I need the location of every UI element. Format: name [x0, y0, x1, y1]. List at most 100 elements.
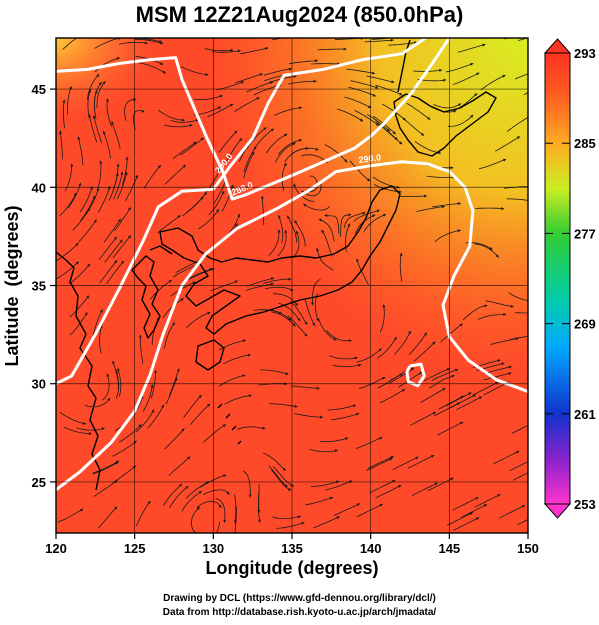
streamline [56, 261, 80, 280]
y-tick-label: 25 [32, 475, 46, 490]
streamline [240, 47, 269, 55]
streamline-arrow [198, 394, 202, 399]
streamline [139, 62, 166, 74]
streamline-arrow [102, 130, 106, 135]
streamline-arrow [495, 254, 499, 258]
streamline-arrow [125, 156, 129, 160]
streamline [287, 80, 317, 85]
streamline [185, 481, 210, 499]
colorbar-tick-label: 261 [574, 407, 596, 422]
streamline-arrow [159, 61, 164, 65]
streamline-arrow [189, 124, 193, 127]
page-title: MSM 12Z21Aug2024 (850.0hPa) [135, 2, 464, 27]
streamline [356, 348, 382, 363]
y-axis-ticks: 25 30 35 40 45 [32, 82, 56, 490]
streamline-arrow [470, 114, 474, 118]
streamline [318, 218, 335, 242]
streamline-arrow [219, 94, 223, 98]
streamline-arrow [62, 99, 66, 103]
streamline-arrow [423, 332, 427, 336]
streamline-arrow [484, 304, 488, 308]
streamline-arrow [265, 47, 269, 50]
streamline [377, 336, 397, 359]
x-tick-label: 150 [517, 541, 539, 556]
streamline-arrow [217, 169, 221, 173]
streamline-arrow [284, 229, 288, 233]
streamline [117, 367, 122, 397]
streamline [303, 203, 330, 211]
streamline-arrow [114, 506, 117, 510]
streamline [366, 113, 391, 132]
streamline [452, 496, 479, 511]
streamline-arrow [497, 359, 501, 363]
streamline [193, 106, 222, 116]
streamline-arrow [510, 304, 514, 308]
streamline-arrow [450, 166, 454, 170]
streamline-arrow [78, 182, 82, 186]
streamline [262, 452, 286, 471]
streamline [163, 124, 193, 128]
streamline-arrow [113, 236, 117, 240]
streamline [87, 89, 91, 118]
streamline-arrow [239, 138, 242, 142]
streamline [312, 278, 321, 306]
streamline [112, 360, 119, 389]
streamline-arrow [535, 333, 538, 336]
streamline [150, 279, 173, 300]
streamline [452, 72, 480, 85]
streamline-arrow [80, 508, 84, 512]
streamline [72, 207, 91, 231]
streamline [207, 103, 234, 118]
streamline [245, 283, 274, 291]
streamline [423, 368, 451, 382]
streamline [121, 156, 128, 186]
streamline [99, 259, 118, 284]
streamline [483, 372, 512, 381]
streamline [183, 394, 202, 418]
streamline [268, 229, 280, 256]
streamline [399, 252, 403, 282]
streamline [434, 229, 461, 243]
streamline [118, 423, 142, 443]
streamline-arrow [382, 304, 386, 308]
streamline-arrow [502, 74, 506, 78]
streamline [446, 512, 474, 526]
streamline [199, 474, 227, 488]
streamline-arrow [501, 362, 505, 366]
streamline-arrow [270, 128, 274, 132]
streamline-arrow [457, 202, 461, 206]
streamline-arrow [441, 205, 445, 209]
streamline-arrow [316, 318, 319, 322]
streamline [92, 309, 103, 337]
streamline-arrow [294, 404, 298, 408]
streamline-arrow [92, 115, 96, 119]
streamline-arrow [358, 363, 362, 367]
streamline [277, 229, 287, 257]
streamline-arrow [310, 302, 314, 306]
streamline [243, 151, 255, 179]
streamline [331, 413, 360, 420]
streamline [221, 184, 234, 212]
streamline-arrow [277, 229, 281, 233]
streamline [301, 154, 329, 164]
streamline [474, 494, 501, 508]
streamline [56, 242, 79, 262]
streamline [314, 293, 319, 322]
streamline-arrow [324, 214, 328, 218]
streamline-arrow [105, 98, 109, 102]
x-tick-label: 140 [360, 541, 382, 556]
streamline [292, 230, 300, 259]
streamline-arrow [352, 404, 356, 408]
streamline [310, 63, 340, 65]
streamline [420, 387, 446, 403]
streamline [97, 160, 102, 190]
streamline [213, 178, 227, 205]
streamline [286, 215, 298, 243]
streamline [104, 239, 123, 263]
streamline-arrow [116, 57, 120, 60]
streamline [461, 504, 488, 518]
streamline [125, 174, 139, 202]
streamline [438, 395, 464, 410]
streamline-arrow [168, 280, 172, 283]
streamline [398, 371, 423, 388]
